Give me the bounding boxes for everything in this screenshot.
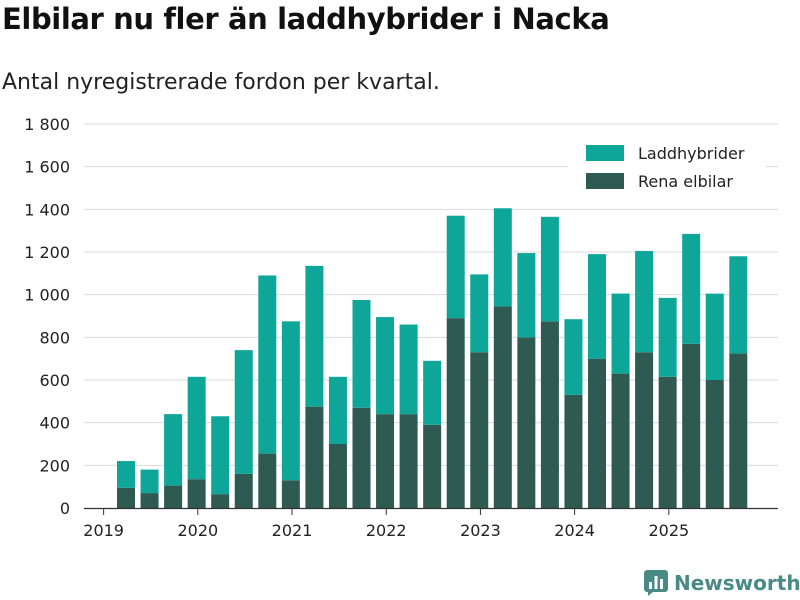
bar-chart-logo-icon [644,570,668,596]
bar-laddhybrider-2022-q2 [399,324,418,415]
bar-laddhybrider-2024-q3 [611,293,630,374]
bar-laddhybrider-2022-q3 [423,360,442,425]
x-axis: 2019 2020 2021 2022 2023 2024 2025 [83,507,778,540]
bar-laddhybrider-2019-q2 [117,461,135,488]
bar-laddhybrider-2021-q3 [328,376,347,444]
bar-rena-elbilar-2023-q4 [540,321,559,508]
legend: Laddhybrider Rena elbilar [568,138,766,200]
bar-rena-elbilar-2020-q2 [211,494,230,508]
bar-rena-elbilar-2025-q1 [658,376,677,508]
bar-laddhybrider-2020-q2 [211,416,230,495]
bar-rena-elbilar-2025-q3 [705,380,724,508]
bar-laddhybrider-2023-q2 [493,208,512,307]
bar-laddhybrider-2023-q3 [517,253,536,338]
bar-rena-elbilar-2022-q3 [423,424,442,508]
bar-rena-elbilar-2020-q3 [234,473,253,508]
chart-title: Elbilar nu fler än laddhybrider i Nacka [2,2,610,36]
x-tick-label-2024: 2024 [554,521,595,540]
newsworthy-logo: Newsworthy [644,568,800,598]
bar-rena-elbilar-2020-q4 [258,453,277,508]
legend-label-rena-elbilar: Rena elbilar [638,172,733,191]
x-tick-label-2023: 2023 [460,521,501,540]
x-tick-label-2022: 2022 [366,521,407,540]
x-tick-label-2025: 2025 [648,521,689,540]
bar-rena-elbilar-2019-q4 [164,485,183,508]
bar-rena-elbilar-2023-q2 [493,306,512,508]
x-tick-label-2020: 2020 [177,521,218,540]
y-axis-ticks: 0 200 400 600 800 1 000 1 200 1 400 1 600 1 800 [24,115,70,518]
bar-rena-elbilar-2020-q1 [187,479,206,508]
bar-rena-elbilar-2021-q1 [281,480,300,508]
bar-rena-elbilar-2024-q2 [588,358,606,508]
bar-rena-elbilar-2022-q4 [446,318,465,508]
bar-laddhybrider-2019-q3 [140,469,159,494]
bar-laddhybrider-2024-q1 [564,319,583,395]
bar-rena-elbilar-2022-q1 [376,414,395,508]
bar-laddhybrider-2022-q4 [446,215,465,319]
bar-rena-elbilar-2022-q2 [399,414,418,508]
bar-laddhybrider-2021-q2 [305,265,324,407]
bar-rena-elbilar-2024-q3 [611,373,630,508]
y-tick-label-800: 800 [39,328,70,347]
x-tick-label-2021: 2021 [272,521,313,540]
bar-laddhybrider-2023-q1 [470,274,489,353]
y-tick-label-600: 600 [39,371,70,390]
bar-laddhybrider-2025-q1 [658,297,677,377]
legend-label-laddhybrider: Laddhybrider [638,144,745,163]
bar-laddhybrider-2025-q4 [729,256,748,354]
bar-laddhybrider-2020-q4 [258,275,277,454]
bar-rena-elbilar-2019-q3 [140,493,159,508]
y-tick-label-1800: 1 800 [24,115,70,134]
y-tick-label-1400: 1 400 [24,200,70,219]
bar-rena-elbilar-2021-q4 [352,407,371,508]
bar-rena-elbilar-2021-q3 [328,444,347,508]
y-tick-label-0: 0 [60,499,70,518]
chart-subtitle: Antal nyregistrerade fordon per kvartal. [2,70,440,95]
legend-swatch-laddhybrider [586,145,624,161]
bar-rena-elbilar-2019-q2 [117,487,135,508]
bar-laddhybrider-2025-q2 [682,233,701,344]
bar-laddhybrider-2021-q1 [281,321,300,481]
brand-name: Newsworthy [674,571,800,595]
bar-laddhybrider-2025-q3 [705,293,724,380]
y-tick-label-1000: 1 000 [24,286,70,305]
bar-laddhybrider-2020-q1 [187,376,206,480]
y-tick-label-1600: 1 600 [24,158,70,177]
bars [117,208,748,508]
bar-laddhybrider-2024-q2 [588,254,606,359]
bar-rena-elbilar-2025-q4 [729,353,748,508]
bar-rena-elbilar-2023-q1 [470,352,489,508]
x-tick-label-2019: 2019 [83,521,124,540]
bar-laddhybrider-2020-q3 [234,350,253,474]
y-tick-label-1200: 1 200 [24,243,70,262]
bar-laddhybrider-2024-q4 [635,250,654,353]
y-tick-label-400: 400 [39,414,70,433]
y-tick-label-200: 200 [39,456,70,475]
bar-rena-elbilar-2021-q2 [305,406,324,508]
legend-swatch-rena-elbilar [586,173,624,189]
bar-laddhybrider-2022-q1 [376,317,395,415]
bar-rena-elbilar-2025-q2 [682,343,701,508]
bar-rena-elbilar-2024-q4 [635,352,654,508]
bar-rena-elbilar-2024-q1 [564,394,583,508]
bar-laddhybrider-2019-q4 [164,414,183,486]
bar-laddhybrider-2021-q4 [352,300,371,408]
bar-laddhybrider-2023-q4 [540,216,559,322]
bar-rena-elbilar-2023-q3 [517,337,536,508]
